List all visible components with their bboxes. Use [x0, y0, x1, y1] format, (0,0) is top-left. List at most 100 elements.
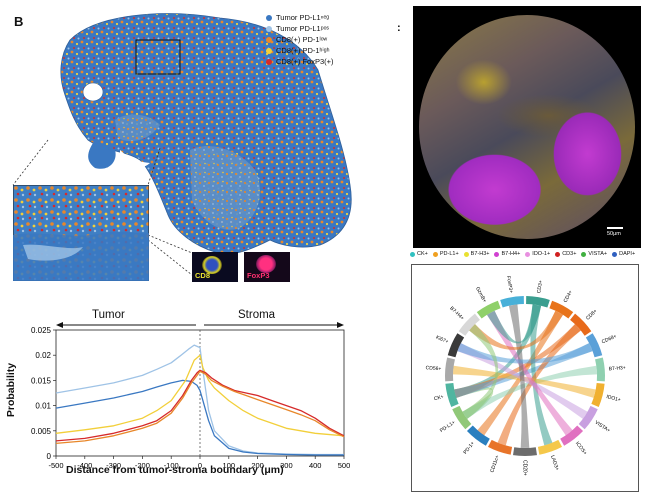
chord-arc: [560, 425, 584, 446]
foxp3-label: FoxP3: [247, 271, 270, 280]
chord-arc: [570, 313, 592, 336]
chord-link: [457, 343, 588, 419]
legend-item: CD8(+) FoxP3(+): [266, 56, 334, 67]
chord-arc: [549, 300, 574, 319]
stroma-region-label: Stroma: [238, 309, 276, 321]
chord-arc: [476, 300, 501, 319]
legend-item: CD8(+) PD-1ˡᵒʷ: [266, 34, 334, 45]
tumor-region-label: Tumor: [92, 309, 125, 321]
ihc-core-image: 50μm: [413, 6, 641, 248]
legend-label: IDO-1+: [532, 251, 551, 257]
panel-c-legend: CK+ PD-L1+ B7-H3+ B7-H4+ IDO-1+ CD3+ VIS…: [410, 251, 635, 257]
legend-label: Tumor PD-L1ᵖᵒˢ: [276, 24, 329, 33]
chord-arc: [513, 447, 537, 456]
legend-label: Tumor PD-L1ⁿᵉᵍ: [276, 13, 330, 22]
legend-swatch: [266, 25, 272, 32]
chord-label: PD-L1+: [439, 420, 457, 434]
x-tick-label: -100: [164, 461, 179, 470]
chord-arc: [585, 333, 603, 358]
chord-arc: [452, 405, 472, 430]
chord-arc: [458, 313, 480, 336]
series-line-4: [55, 369, 345, 442]
chord-arc: [466, 425, 490, 446]
chord-link: [454, 343, 593, 398]
chord-arc: [445, 383, 459, 408]
legend-label: DAPI+: [619, 251, 636, 257]
chord-label: CD4+: [563, 289, 574, 303]
legend-swatch: [525, 251, 531, 257]
chord-arc: [537, 439, 563, 455]
legend-label: CK+: [417, 251, 428, 257]
x-tick-label: 0: [198, 461, 202, 470]
x-tick-label: 500: [338, 461, 351, 470]
legend-item: VISTA+: [581, 251, 607, 257]
chord-arc: [526, 296, 550, 308]
chord-link: [462, 324, 499, 419]
x-axis-title: Distance from tumor-stroma boundary (μm): [66, 464, 284, 476]
legend-label: VISTA+: [588, 251, 608, 257]
legend-swatch: [581, 251, 587, 257]
chord-arc: [578, 405, 598, 430]
scale-label: 50μm: [607, 231, 621, 237]
y-tick-label: 0.015: [31, 376, 52, 385]
legend-item: CD8(+) PD-1ʰⁱᵍʰ: [266, 45, 334, 56]
legend-item: DAPI+: [612, 251, 635, 257]
chord-link: [453, 365, 596, 398]
legend-label: B7-H4+: [501, 251, 521, 257]
region-arrows: [56, 322, 344, 328]
legend-swatch: [432, 251, 438, 257]
chord-label: CD11c+: [489, 455, 500, 474]
chord-label: CD56+: [425, 365, 441, 372]
x-tick-label: 100: [223, 461, 236, 470]
y-tick-label: 0: [47, 452, 52, 461]
chord-label: CD68+: [601, 333, 618, 345]
chord-label: B7-H3+: [608, 365, 626, 372]
y-tick-label: 0.02: [35, 351, 51, 360]
chord-label: CD8+: [585, 308, 599, 321]
y-axis-title: Probability: [5, 362, 18, 418]
chord-label: CK+: [433, 394, 444, 402]
x-tick-label: 400: [309, 461, 322, 470]
legend-swatch: [410, 251, 415, 257]
legend-swatch: [266, 47, 272, 54]
legend-item: PD-L1+: [432, 251, 459, 257]
chord-link: [457, 343, 593, 364]
zoom-inset: [13, 185, 149, 281]
chord-label: PD-1+: [463, 441, 477, 456]
chord-link: [486, 304, 542, 344]
chord-label: LAG3+: [549, 455, 560, 472]
chord-label: IDO1+: [606, 394, 622, 403]
series-line-3: [55, 354, 345, 437]
legend-label: B7-H3+: [470, 251, 490, 257]
legend-label: CD8(+) PD-1ʰⁱᵍʰ: [276, 46, 330, 55]
legend-item: Tumor PD-L1ⁿᵉᵍ: [266, 12, 334, 23]
legend-swatch: [266, 36, 272, 43]
chord-label: ICOS+: [574, 441, 588, 457]
series-line-2: [55, 379, 344, 456]
chord-label: CD3+: [536, 280, 544, 294]
chord-link: [477, 310, 564, 436]
chord-arc: [487, 439, 513, 455]
x-tick-label: -400: [77, 461, 92, 470]
chord-label: Ki67+: [435, 335, 449, 346]
chord-label: B7-H4+: [448, 306, 465, 322]
chord-label: VISTA+: [594, 420, 612, 434]
chord-label: GzmB+: [474, 286, 487, 304]
legend-item: Tumor PD-L1ᵖᵒˢ: [266, 23, 334, 34]
chord-arc: [500, 296, 524, 308]
panel-b-legend: Tumor PD-L1ⁿᵉᵍ Tumor PD-L1ᵖᵒˢ CD8(+) PD-…: [266, 12, 334, 67]
y-tick-label: 0.025: [31, 326, 52, 335]
legend-label: CD8(+) PD-1ˡᵒʷ: [276, 35, 328, 44]
legend-swatch: [463, 251, 469, 257]
panel-c-letter: :: [397, 22, 401, 34]
legend-swatch: [266, 58, 272, 65]
legend-label: PD-L1+: [439, 251, 459, 257]
chord-arc: [445, 357, 455, 382]
legend-label: CD3+: [562, 251, 577, 257]
zoom-box: [135, 39, 181, 75]
x-tick-label: -500: [48, 461, 63, 470]
legend-swatch: [266, 14, 272, 21]
chord-arc: [447, 333, 465, 358]
x-tick-label: -200: [135, 461, 150, 470]
x-tick-label: -300: [106, 461, 121, 470]
